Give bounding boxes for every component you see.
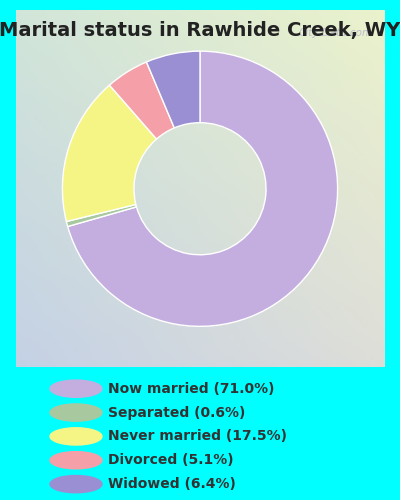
Wedge shape xyxy=(62,85,156,222)
Text: Never married (17.5%): Never married (17.5%) xyxy=(108,430,287,444)
Circle shape xyxy=(50,476,102,492)
Wedge shape xyxy=(110,62,174,139)
Wedge shape xyxy=(146,51,200,128)
Wedge shape xyxy=(66,204,136,227)
Wedge shape xyxy=(68,51,338,326)
Text: Now married (71.0%): Now married (71.0%) xyxy=(108,382,274,396)
Text: Divorced (5.1%): Divorced (5.1%) xyxy=(108,453,234,467)
Circle shape xyxy=(50,452,102,469)
Circle shape xyxy=(50,380,102,398)
Circle shape xyxy=(50,404,102,421)
Text: Separated (0.6%): Separated (0.6%) xyxy=(108,406,245,419)
Text: City-Data.com: City-Data.com xyxy=(299,28,373,38)
Text: Widowed (6.4%): Widowed (6.4%) xyxy=(108,477,236,491)
Circle shape xyxy=(50,428,102,445)
Text: Marital status in Rawhide Creek, WY: Marital status in Rawhide Creek, WY xyxy=(0,21,400,40)
